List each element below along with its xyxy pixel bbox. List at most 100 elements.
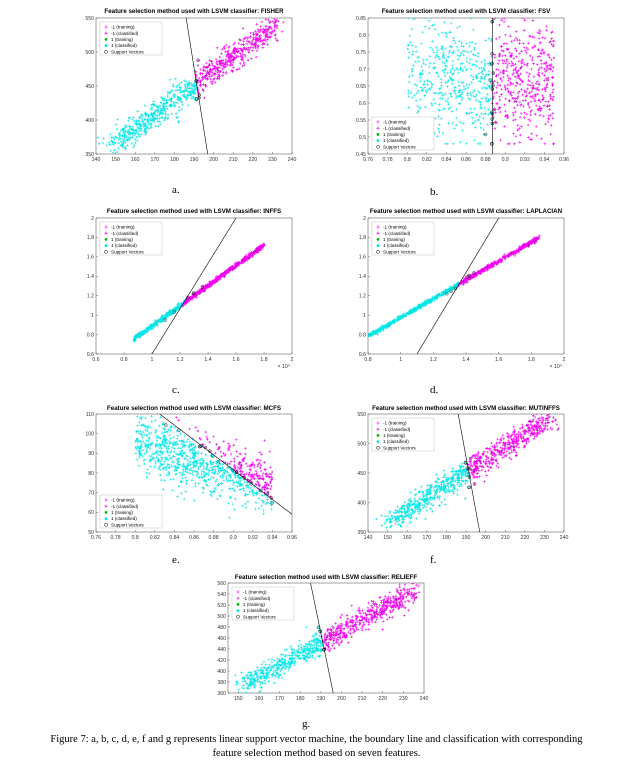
data-point <box>157 106 160 109</box>
data-point <box>444 92 448 96</box>
data-point <box>186 84 189 88</box>
data-point <box>168 456 172 460</box>
data-point <box>261 477 265 481</box>
data-point <box>257 474 261 477</box>
data-point <box>256 458 260 461</box>
data-point <box>185 463 189 467</box>
data-point <box>517 90 521 93</box>
data-point <box>142 121 145 125</box>
data-point <box>189 467 192 471</box>
data-point <box>500 19 503 22</box>
data-point <box>170 457 173 461</box>
data-point <box>409 516 412 520</box>
data-point <box>135 458 139 462</box>
data-point <box>97 142 101 146</box>
data-point <box>189 444 193 447</box>
data-point <box>481 116 485 120</box>
data-point <box>434 56 437 59</box>
chart-legend: -1 (training)-1 (classified)1 (training)… <box>99 221 163 256</box>
data-point <box>109 132 113 136</box>
data-point <box>452 90 456 94</box>
data-point <box>473 63 476 67</box>
chart-legend: -1 (training)-1 (classified)1 (training)… <box>99 21 163 56</box>
data-point <box>144 424 147 428</box>
data-point <box>224 58 228 61</box>
data-point <box>196 461 200 465</box>
data-point <box>472 28 475 32</box>
data-point <box>488 73 491 76</box>
data-point <box>209 463 213 466</box>
data-point <box>143 458 147 461</box>
data-point <box>184 454 188 458</box>
data-point <box>140 415 144 419</box>
data-point <box>257 461 261 465</box>
data-point <box>229 479 232 482</box>
data-point <box>532 62 535 65</box>
y-tick-label: 110 <box>86 412 94 418</box>
data-point <box>174 443 178 447</box>
data-point <box>235 485 239 488</box>
data-point <box>532 36 536 39</box>
data-point <box>517 69 521 72</box>
y-tick-label: 0.65 <box>356 84 366 90</box>
data-point <box>256 464 260 468</box>
data-point <box>226 462 229 466</box>
support-vector <box>200 284 205 289</box>
data-point <box>462 53 466 57</box>
data-point <box>147 425 150 428</box>
data-point <box>437 33 440 36</box>
data-point <box>495 441 498 445</box>
data-point <box>225 53 229 57</box>
data-point <box>114 135 117 139</box>
data-point <box>207 283 211 287</box>
data-point <box>520 245 524 248</box>
data-point <box>255 49 259 53</box>
data-point <box>168 99 171 102</box>
data-point <box>179 91 182 94</box>
data-point <box>380 327 383 331</box>
data-point <box>186 458 190 462</box>
x-axis-exponent: × 10⁴ <box>278 364 290 370</box>
data-point <box>543 70 547 74</box>
data-point <box>150 105 154 109</box>
x-tick-label: 240 <box>288 157 297 163</box>
data-point <box>217 482 220 486</box>
data-point <box>168 433 172 437</box>
data-point <box>267 475 271 479</box>
data-point <box>215 67 219 70</box>
data-point <box>479 271 483 275</box>
data-point <box>192 84 195 88</box>
data-point <box>218 275 222 279</box>
data-point <box>442 291 445 294</box>
data-point <box>424 299 427 302</box>
chart-mcfs: Feature selection method used with LSVM … <box>58 402 300 552</box>
data-point <box>122 132 126 136</box>
data-point <box>457 485 461 488</box>
data-point <box>416 56 420 59</box>
data-point <box>164 113 167 117</box>
data-point <box>172 447 176 450</box>
data-point <box>111 136 115 140</box>
data-point <box>225 469 229 473</box>
data-point <box>488 266 492 270</box>
legend-entry: 1 (training) <box>111 37 133 42</box>
data-point <box>161 450 165 454</box>
data-point <box>480 97 484 100</box>
data-point <box>179 432 182 436</box>
data-point <box>239 466 243 470</box>
data-point <box>241 58 244 61</box>
data-point <box>484 74 487 78</box>
data-point <box>415 84 419 87</box>
data-point <box>200 452 203 455</box>
data-point <box>191 452 194 455</box>
data-point <box>210 80 214 83</box>
data-point <box>465 112 469 116</box>
data-point <box>238 460 242 464</box>
data-point <box>448 49 451 53</box>
data-point <box>141 430 145 434</box>
data-point <box>186 462 190 465</box>
data-point <box>431 510 434 513</box>
data-point <box>502 72 505 75</box>
data-point <box>424 89 428 93</box>
data-point <box>171 460 174 463</box>
